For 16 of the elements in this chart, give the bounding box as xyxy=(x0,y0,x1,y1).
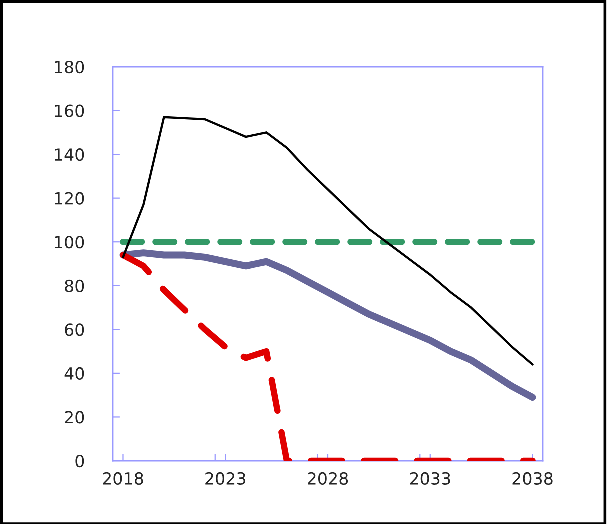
x-tick-label: 2018 xyxy=(103,472,144,486)
y-tick-label: 20 xyxy=(65,411,84,424)
x-tick-label: 2028 xyxy=(308,472,348,486)
y-tick-label: 60 xyxy=(65,324,84,336)
x-tick-label: 2033 xyxy=(410,472,450,486)
y-tick-label: 180 xyxy=(55,60,84,74)
y-tick-label: 120 xyxy=(55,192,84,205)
y-tick-label: 80 xyxy=(65,280,84,292)
y-tick-label: 140 xyxy=(55,148,84,162)
line-series xyxy=(122,116,534,366)
y-tick-label: 40 xyxy=(64,367,84,380)
x-tick-label: 2038 xyxy=(512,472,553,486)
y-tick-label: 100 xyxy=(55,236,84,249)
x-tick-label: 2023 xyxy=(206,472,246,486)
y-tick-label: 160 xyxy=(55,104,84,118)
y-tick-label: 0 xyxy=(76,454,84,468)
